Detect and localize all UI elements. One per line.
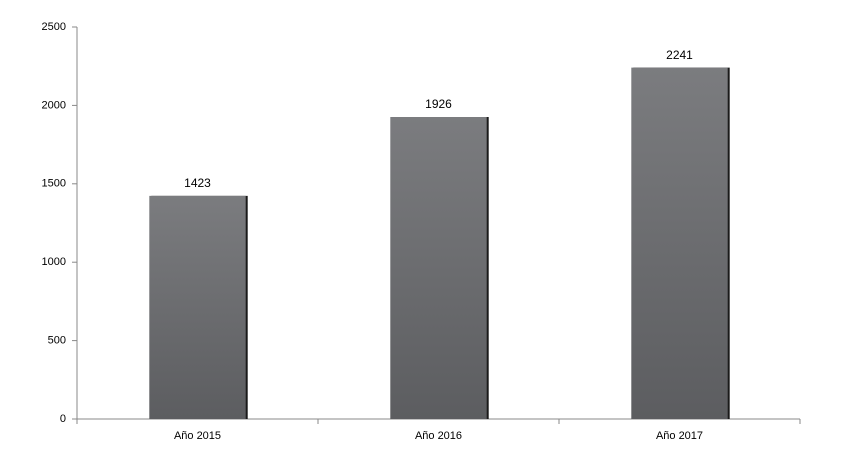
y-tick-label: 1000 — [42, 256, 66, 268]
y-tick-label: 0 — [60, 413, 66, 425]
y-tick-label: 2000 — [42, 99, 66, 111]
data-label: 2241 — [666, 48, 693, 62]
y-tick-label: 2500 — [42, 21, 66, 33]
x-tick-label: Año 2017 — [656, 430, 703, 442]
data-label: 1423 — [184, 176, 211, 190]
bar — [149, 195, 246, 419]
bar — [390, 117, 487, 419]
y-tick-label: 1500 — [42, 178, 66, 190]
x-tick-label: Año 2015 — [174, 430, 221, 442]
x-tick-label: Año 2016 — [415, 430, 462, 442]
bar — [631, 67, 728, 419]
y-tick-label: 500 — [48, 335, 66, 347]
data-label: 1926 — [425, 97, 452, 111]
